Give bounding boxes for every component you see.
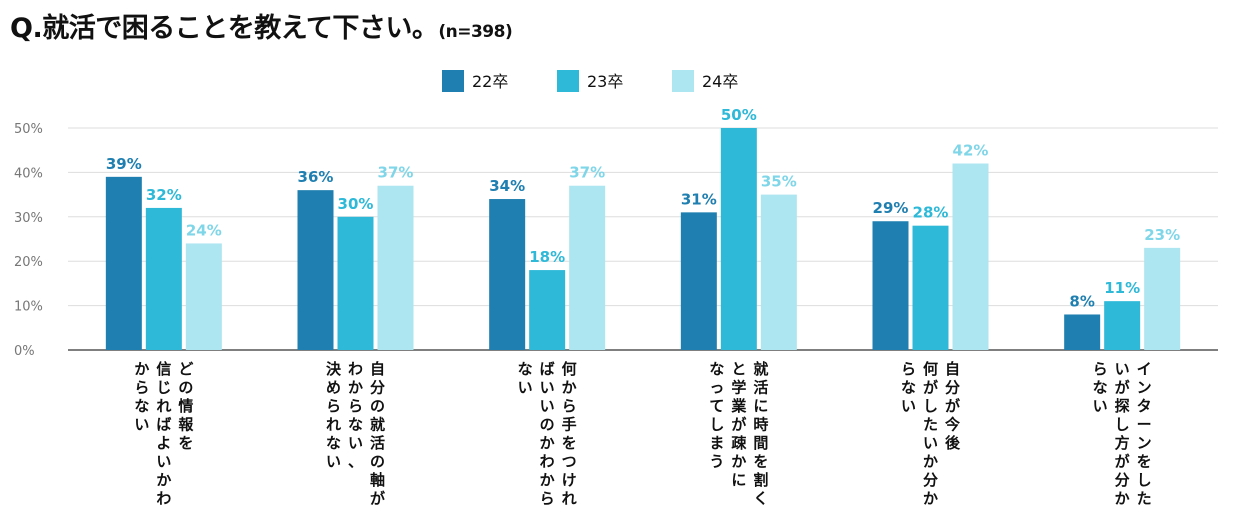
bar [952, 163, 989, 350]
bar [872, 221, 909, 350]
y-tick-label: 50% [14, 122, 43, 137]
legend-label: 23卒 [587, 72, 623, 91]
chart-title-text: Q.就活で困ることを教えて下さい。 [10, 13, 439, 44]
legend-swatch [442, 70, 464, 92]
x-category-label: らない [901, 360, 916, 415]
data-label: 24% [186, 221, 222, 239]
x-category-label: 就活に時間を割く [753, 360, 768, 508]
x-category-label: なってしまう [709, 360, 724, 471]
bar [569, 185, 606, 350]
x-category-label: ばいいのかわから [540, 360, 555, 508]
x-category-label: わからない、 [348, 360, 363, 471]
bar [489, 199, 526, 350]
x-category-label: どの情報を [178, 360, 194, 452]
legend-swatch [672, 70, 694, 92]
x-category-label: 自分の就活の軸が [370, 360, 386, 508]
y-tick-label: 30% [14, 211, 43, 226]
data-label: 29% [873, 199, 909, 217]
legend-label: 22卒 [472, 72, 508, 91]
bar [1064, 314, 1101, 350]
chart-sample-size: (n=398) [438, 22, 513, 42]
bar [145, 207, 182, 350]
data-label: 18% [529, 248, 565, 266]
chart-title: Q.就活で困ることを教えて下さい。(n=398) [10, 6, 513, 45]
bar [377, 185, 414, 350]
data-label: 11% [1104, 279, 1140, 297]
x-category-label: らない [1093, 360, 1108, 415]
bar [1144, 247, 1181, 350]
legend-swatch [557, 70, 579, 92]
bar [760, 194, 797, 350]
data-label: 32% [146, 186, 182, 204]
data-label: 35% [761, 173, 797, 191]
bar [297, 190, 334, 350]
data-label: 30% [338, 195, 374, 213]
x-category-label: からない [134, 360, 149, 434]
data-label: 39% [106, 155, 142, 173]
x-category-label: 決められない [326, 360, 342, 471]
data-label: 42% [953, 142, 989, 160]
x-category-label: 何から手をつけれ [562, 360, 577, 508]
data-label: 50% [721, 106, 757, 124]
data-label: 37% [378, 164, 414, 182]
bar [912, 225, 949, 350]
bar [105, 176, 142, 350]
bar [529, 270, 566, 350]
data-label: 37% [569, 164, 605, 182]
x-category-label: いが探し方が分か [1115, 360, 1131, 508]
x-category-label: と学業が疎かに [730, 360, 747, 489]
y-tick-label: 10% [14, 300, 43, 315]
bar [185, 243, 222, 350]
y-tick-label: 20% [14, 255, 43, 270]
data-label: 23% [1144, 226, 1180, 244]
data-label: 28% [913, 204, 949, 222]
y-tick-label: 40% [14, 166, 43, 181]
data-label: 8% [1069, 292, 1094, 310]
bar [680, 212, 717, 350]
x-category-label: 自分が今後 [944, 360, 961, 452]
y-tick-label: 0% [14, 344, 35, 359]
data-label: 36% [298, 168, 334, 186]
x-category-label: ない [518, 360, 533, 397]
x-category-label: 何がしたいか分か [923, 360, 939, 508]
x-category-label: 信じればよいかわ [156, 360, 171, 508]
data-label: 34% [489, 177, 525, 195]
x-category-label: インターンをした [1137, 360, 1152, 508]
bar [1104, 301, 1141, 350]
data-label: 31% [681, 190, 717, 208]
legend-label: 24卒 [702, 72, 738, 91]
bar [337, 216, 374, 350]
bar [720, 128, 757, 350]
